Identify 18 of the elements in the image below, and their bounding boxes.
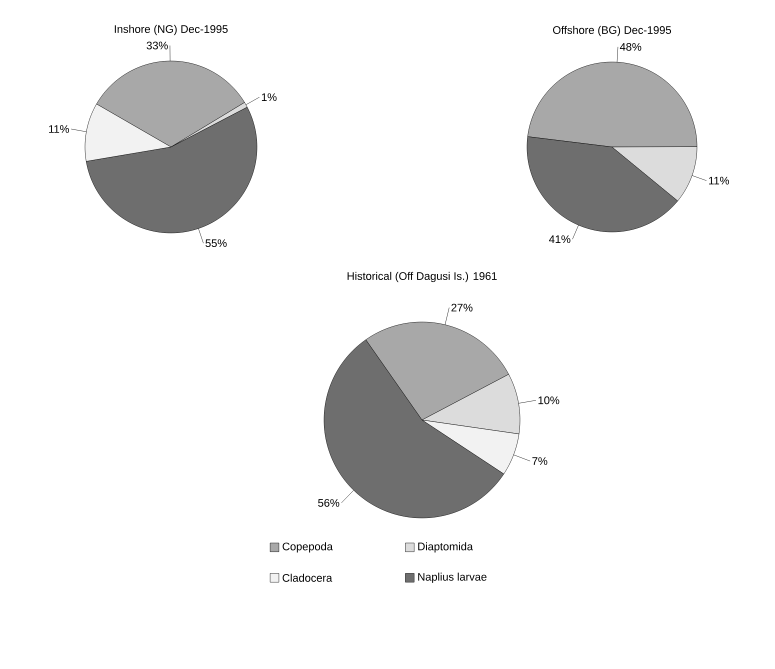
data-label: 48% bbox=[620, 42, 642, 51]
legend-label: Diaptomida bbox=[418, 542, 473, 553]
data-label: 56% bbox=[318, 499, 340, 507]
data-label: 10% bbox=[538, 396, 560, 404]
data-label: 11% bbox=[709, 176, 729, 184]
data-label: 1% bbox=[262, 93, 277, 102]
data-label: 11% bbox=[49, 125, 70, 133]
data-label: 41% bbox=[549, 235, 570, 244]
chart-title: Historical (Off Dagusi Is.) 1961 bbox=[348, 272, 497, 282]
data-label: 33% bbox=[146, 42, 168, 50]
legend-label: Cladocera bbox=[282, 574, 332, 582]
legend-label: Copepoda bbox=[282, 542, 333, 553]
data-label: 55% bbox=[206, 239, 227, 248]
data-label: 7% bbox=[532, 457, 548, 465]
legend-label: Naplius larvae bbox=[418, 572, 487, 583]
data-label: 27% bbox=[451, 304, 473, 312]
chart-title: Inshore (NG) Dec-1995 bbox=[114, 24, 228, 36]
chart-title: Offshore (BG) Dec-1995 bbox=[553, 26, 672, 36]
